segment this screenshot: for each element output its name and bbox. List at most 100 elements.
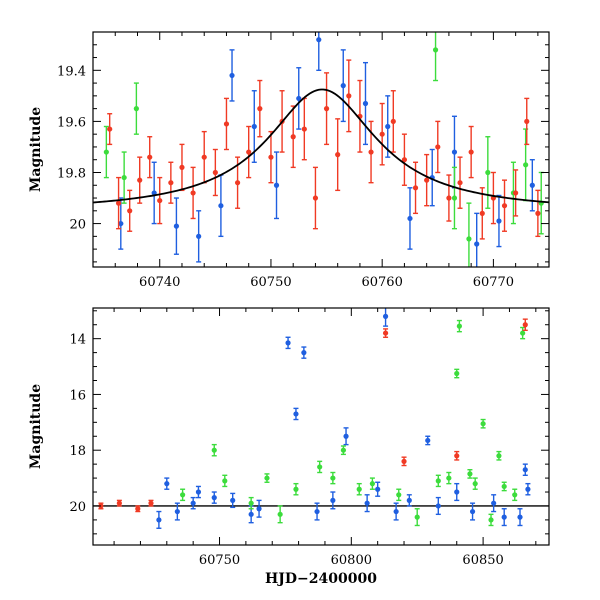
green-data-point <box>456 323 462 329</box>
green-data-point <box>432 47 439 53</box>
blue-data-point <box>164 481 170 487</box>
blue-data-point <box>406 497 412 503</box>
red-data-point <box>513 190 519 196</box>
green-data-point <box>317 464 323 470</box>
y-tick-label: 20 <box>69 500 86 515</box>
red-data-point <box>435 144 441 150</box>
red-data-point <box>446 195 452 201</box>
red-data-point <box>312 195 319 201</box>
bottom-panel-data-layer <box>93 308 549 529</box>
y-tick-label: 20 <box>69 218 86 233</box>
blue-data-point <box>375 486 381 492</box>
red-data-point <box>190 190 196 196</box>
red-data-point <box>401 157 408 163</box>
blue-data-point <box>522 467 528 473</box>
blue-data-point <box>382 313 389 319</box>
red-data-point <box>157 197 163 204</box>
green-data-point <box>466 236 472 242</box>
green-data-point <box>340 447 347 453</box>
red-data-point <box>257 106 263 112</box>
top-panel-data-layer <box>93 32 549 267</box>
x-tick-label: 60760 <box>361 275 402 290</box>
red-data-point <box>501 203 508 209</box>
red-data-point <box>268 154 274 160</box>
blue-data-point <box>474 241 480 247</box>
x-tick-label: 60800 <box>331 553 372 568</box>
blue-data-point <box>385 123 391 130</box>
blue-data-point <box>196 233 202 239</box>
green-data-point <box>369 481 375 487</box>
green-data-point <box>451 195 458 201</box>
blue-data-point <box>525 486 531 492</box>
green-data-point <box>133 106 139 112</box>
y-tick-label: 19.4 <box>57 64 86 79</box>
red-data-point <box>137 177 143 183</box>
green-data-point <box>501 483 507 490</box>
green-data-point <box>121 174 127 181</box>
blue-data-point <box>517 514 523 520</box>
red-data-point <box>115 200 122 206</box>
red-data-point <box>168 180 174 186</box>
blue-data-point <box>248 511 254 517</box>
bottom-panel-y-axis-label: Magnitude <box>28 384 44 469</box>
model-fit-curve <box>93 88 549 204</box>
blue-data-point <box>173 223 180 229</box>
green-data-point <box>480 421 486 427</box>
blue-data-point <box>529 182 535 188</box>
top-panel-frame <box>92 31 550 268</box>
p2-plot-area <box>93 308 549 529</box>
green-data-point <box>485 169 491 176</box>
blue-data-point <box>435 503 441 509</box>
top-panel-y-axis-label: Magnitude <box>28 107 44 192</box>
x-tick-label: 60750 <box>250 275 291 290</box>
red-data-point <box>368 149 374 155</box>
green-data-point <box>472 481 478 487</box>
blue-data-point <box>190 500 196 506</box>
red-data-point <box>522 322 528 328</box>
red-data-point <box>390 118 396 125</box>
red-data-point <box>412 185 419 191</box>
blue-data-point <box>251 123 257 130</box>
blue-data-point <box>285 340 291 346</box>
blue-data-point <box>211 495 217 501</box>
blue-data-point <box>340 83 346 89</box>
blue-data-point <box>362 100 369 107</box>
blue-data-point <box>174 508 180 515</box>
green-data-point <box>277 511 283 517</box>
green-data-point <box>248 500 254 506</box>
bottom-panel-x-axis-label: HJD−2400000 <box>265 571 377 587</box>
blue-data-point <box>343 433 349 439</box>
x-tick-label: 60740 <box>139 275 180 290</box>
green-data-point <box>454 370 460 377</box>
red-data-point <box>127 208 133 214</box>
x-tick-label: 60770 <box>473 275 514 290</box>
y-tick-label: 19.8 <box>57 166 86 181</box>
green-data-point <box>293 486 299 492</box>
red-data-point <box>234 180 241 186</box>
red-data-point <box>301 126 307 132</box>
blue-data-point <box>393 508 399 515</box>
blue-data-point <box>469 508 476 515</box>
red-data-point <box>212 169 218 176</box>
blue-data-point <box>156 517 162 523</box>
bottom-panel-frame <box>92 307 550 546</box>
blue-data-point <box>407 215 413 222</box>
top-panel-light-curve-zoom: 60740 60750 60760 60770 19.4 19.6 19.8 20 Magni… <box>28 31 550 290</box>
red-data-point <box>468 149 474 155</box>
green-data-point <box>180 492 186 498</box>
green-data-point <box>523 162 529 168</box>
blue-data-point <box>330 497 336 503</box>
top-panel-ticks: 60740 60750 60760 60770 19.4 19.6 19.8 20 <box>57 31 549 290</box>
green-data-point <box>414 514 420 520</box>
blue-data-point <box>229 72 235 79</box>
red-data-point <box>401 458 407 464</box>
red-data-point <box>107 126 113 132</box>
green-data-point <box>211 447 217 453</box>
x-tick-label: 60850 <box>462 553 503 568</box>
y-tick-label: 19.6 <box>57 115 86 130</box>
bottom-panel-full-light-curve: 60750 60800 60850 14 16 18 20 Magnitude HJD−24… <box>28 307 550 587</box>
y-tick-label: 16 <box>69 388 86 403</box>
blue-data-point <box>491 500 497 506</box>
blue-data-point <box>425 437 431 444</box>
blue-data-point <box>195 489 202 495</box>
